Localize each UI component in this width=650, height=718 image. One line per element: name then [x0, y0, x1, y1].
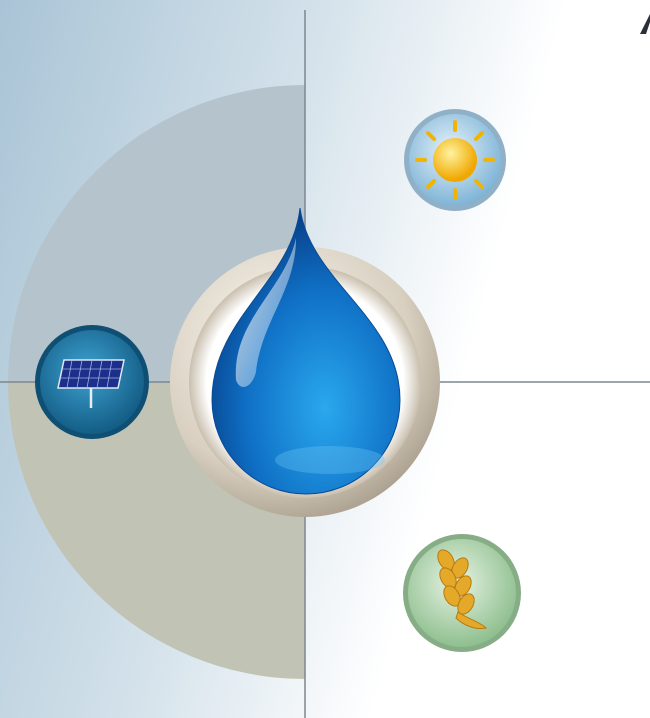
drop-highlight — [235, 238, 296, 387]
drop-reflection — [275, 446, 385, 474]
cropped-glyph — [640, 14, 650, 34]
solar-panel — [57, 359, 125, 389]
solar-panel-grid — [60, 359, 122, 389]
water-drop — [211, 207, 401, 495]
wheat — [437, 549, 488, 629]
sun — [433, 138, 477, 182]
sun-rays — [415, 120, 495, 200]
